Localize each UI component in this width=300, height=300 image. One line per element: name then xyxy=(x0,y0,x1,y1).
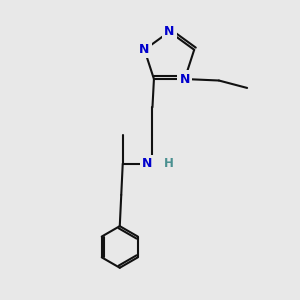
Text: H: H xyxy=(164,157,174,170)
Text: N: N xyxy=(142,157,152,170)
Text: N: N xyxy=(139,43,150,56)
Text: N: N xyxy=(179,73,190,85)
Text: N: N xyxy=(164,25,175,38)
